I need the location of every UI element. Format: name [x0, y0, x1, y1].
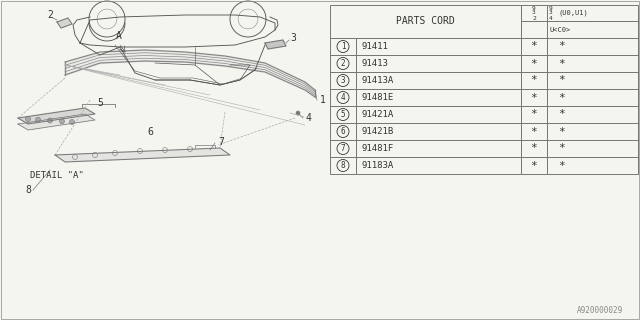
Text: *: * — [531, 109, 538, 119]
Bar — [547, 38, 638, 55]
Text: *: * — [559, 109, 565, 119]
Text: 4: 4 — [305, 113, 311, 123]
Bar — [547, 123, 638, 140]
Bar — [521, 157, 547, 174]
Text: 2: 2 — [47, 10, 53, 20]
Text: *: * — [531, 76, 538, 85]
Text: *: * — [559, 42, 565, 52]
Bar — [547, 55, 638, 72]
Polygon shape — [89, 15, 125, 25]
Polygon shape — [265, 40, 286, 49]
Bar — [356, 72, 521, 89]
Text: 91413: 91413 — [362, 59, 389, 68]
Bar — [521, 140, 547, 157]
Bar — [521, 5, 547, 21]
Bar — [547, 72, 638, 89]
Text: 91421B: 91421B — [362, 127, 394, 136]
Bar — [547, 21, 638, 38]
Bar — [356, 38, 521, 55]
Text: (U0,U1): (U0,U1) — [559, 10, 589, 16]
Text: 4: 4 — [340, 93, 346, 102]
Bar — [521, 38, 547, 55]
Circle shape — [26, 116, 31, 122]
Bar — [330, 89, 356, 106]
Bar — [356, 106, 521, 123]
Bar — [547, 89, 638, 106]
Text: *: * — [559, 92, 565, 102]
Text: 91481E: 91481E — [362, 93, 394, 102]
Bar — [521, 123, 547, 140]
Circle shape — [60, 119, 65, 124]
Text: A920000029: A920000029 — [577, 306, 623, 315]
Text: 9
3
2: 9 3 2 — [532, 5, 536, 20]
Text: 91413A: 91413A — [362, 76, 394, 85]
Text: 1: 1 — [320, 95, 326, 105]
Text: 5: 5 — [340, 110, 346, 119]
Text: U<C0>: U<C0> — [549, 27, 570, 33]
Circle shape — [47, 118, 52, 123]
Bar — [547, 157, 638, 174]
Polygon shape — [18, 108, 95, 124]
Bar — [356, 140, 521, 157]
Text: 91421A: 91421A — [362, 110, 394, 119]
Bar — [547, 106, 638, 123]
Bar — [356, 89, 521, 106]
Bar — [330, 38, 356, 55]
Text: *: * — [531, 42, 538, 52]
Bar — [521, 106, 547, 123]
Circle shape — [70, 119, 74, 124]
Text: 9
3
4: 9 3 4 — [549, 5, 553, 20]
Bar — [330, 140, 356, 157]
Bar — [330, 72, 356, 89]
Bar — [521, 89, 547, 106]
Text: *: * — [559, 76, 565, 85]
Text: A: A — [116, 31, 122, 41]
Bar — [547, 140, 638, 157]
Text: 91183A: 91183A — [362, 161, 394, 170]
Text: 8: 8 — [25, 185, 31, 195]
Bar — [330, 106, 356, 123]
Bar — [330, 123, 356, 140]
Text: 91481F: 91481F — [362, 144, 394, 153]
Bar — [330, 55, 356, 72]
Text: 8: 8 — [340, 161, 346, 170]
Text: 1: 1 — [340, 42, 346, 51]
Polygon shape — [55, 148, 230, 162]
Circle shape — [35, 117, 40, 122]
Bar — [521, 55, 547, 72]
Text: 6: 6 — [340, 127, 346, 136]
Bar — [521, 72, 547, 89]
Text: *: * — [531, 92, 538, 102]
Text: 7: 7 — [218, 137, 224, 147]
Text: *: * — [531, 143, 538, 154]
Text: *: * — [559, 161, 565, 171]
Polygon shape — [57, 18, 72, 28]
Bar — [547, 5, 638, 21]
Text: 91411: 91411 — [362, 42, 389, 51]
Bar — [356, 157, 521, 174]
Bar — [330, 157, 356, 174]
Polygon shape — [18, 114, 95, 130]
Bar — [356, 55, 521, 72]
Text: *: * — [559, 143, 565, 154]
Bar — [521, 21, 547, 38]
Text: 5: 5 — [97, 98, 103, 108]
Text: 3: 3 — [340, 76, 346, 85]
Text: PARTS CORD: PARTS CORD — [396, 17, 455, 27]
Text: DETAIL "A": DETAIL "A" — [30, 171, 84, 180]
Text: 6: 6 — [147, 127, 153, 137]
Text: *: * — [531, 59, 538, 68]
Text: 2: 2 — [340, 59, 346, 68]
Text: *: * — [531, 126, 538, 137]
Text: *: * — [559, 59, 565, 68]
Text: 3: 3 — [290, 33, 296, 43]
Text: 7: 7 — [340, 144, 346, 153]
Bar — [356, 123, 521, 140]
Text: *: * — [531, 161, 538, 171]
Text: *: * — [559, 126, 565, 137]
Bar — [330, 5, 521, 38]
Circle shape — [296, 111, 300, 115]
